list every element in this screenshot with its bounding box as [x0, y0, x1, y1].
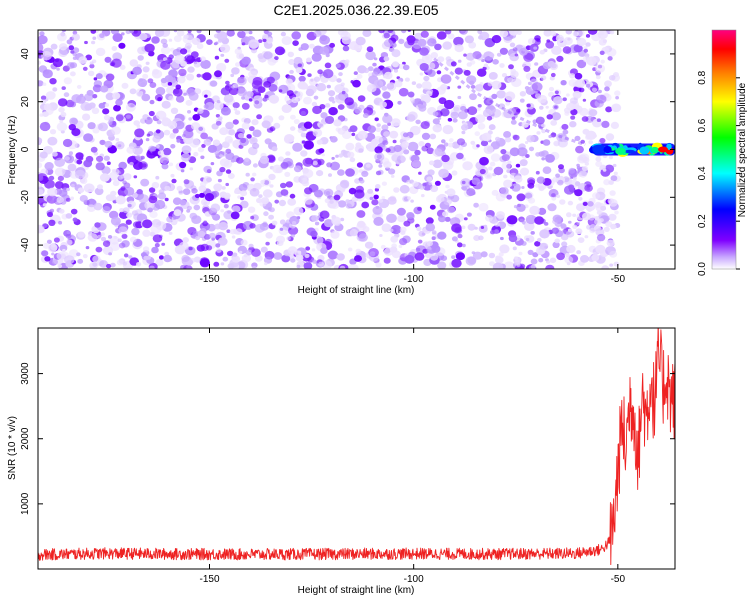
- spectrogram-y-tick-label: -40: [20, 237, 31, 252]
- colorbar-tick-label: 0.0: [697, 262, 708, 276]
- colorbar-tick-label: 0.6: [697, 118, 708, 132]
- spectrogram-y-tick-label: -20: [20, 190, 31, 205]
- spectrogram-x-tick-label: -50: [611, 274, 626, 285]
- snr-frame: [37, 327, 676, 570]
- spectrogram-y-axis-label: Frequency (Hz): [7, 116, 18, 185]
- colorbar: 0.0 0.2 0.4 0.6 0.8 Normalized spectral ampl…: [697, 29, 748, 276]
- snr-series-line: [38, 328, 675, 566]
- spectrogram-x-axis-label: Height of straight line (km): [298, 285, 415, 296]
- snr-plot-area: [38, 328, 675, 569]
- spectrogram-panel: -150 -100 -50 -40 -20 0 20 40 Height of straigh…: [7, 29, 676, 296]
- colorbar-label: Normalized spectral amplitude: [737, 82, 748, 217]
- spectrogram-noise-field: [38, 30, 622, 269]
- spectrogram-y-tick-label: 40: [20, 48, 31, 60]
- snr-y-tick-label: 2000: [20, 427, 31, 450]
- snr-x-tick-label: -50: [611, 574, 626, 585]
- figure-title: C2E1.2025.036.22.39.E05: [273, 2, 438, 18]
- snr-panel: -150 -100 -50 1000 2000 3000 Height of straig…: [7, 327, 676, 596]
- colorbar-tick-label: 0.8: [697, 70, 708, 84]
- spectrogram-peak: [658, 146, 668, 153]
- colorbar-gradient: [711, 29, 737, 270]
- spectrogram-y-tick-label: 20: [20, 96, 31, 108]
- snr-y-tick-label: 1000: [20, 492, 31, 515]
- snr-x-tick-label: -100: [404, 574, 424, 585]
- spectrogram-ridge: [433, 57, 586, 147]
- snr-y-tick-label: 3000: [20, 362, 31, 385]
- colorbar-tick-label: 0.4: [697, 166, 708, 180]
- snr-x-tick-label: -150: [199, 574, 219, 585]
- colorbar-ticks: 0.0 0.2 0.4 0.6 0.8: [697, 70, 740, 276]
- spectrogram-signal-band: [589, 142, 675, 157]
- spectrogram-y-tick-label: 0: [20, 146, 31, 152]
- snr-y-axis-label: SNR (10 * v/v): [7, 416, 18, 480]
- spectrogram-x-tick-label: -100: [404, 274, 424, 285]
- spectrogram-x-tick-label: -150: [199, 274, 219, 285]
- snr-x-axis-label: Height of straight line (km): [298, 585, 415, 596]
- spectrogram-ticks: -150 -100 -50 -40 -20 0 20 40: [20, 30, 675, 285]
- snr-ticks: -150 -100 -50 1000 2000 3000: [20, 328, 675, 585]
- colorbar-tick-label: 0.2: [697, 214, 708, 228]
